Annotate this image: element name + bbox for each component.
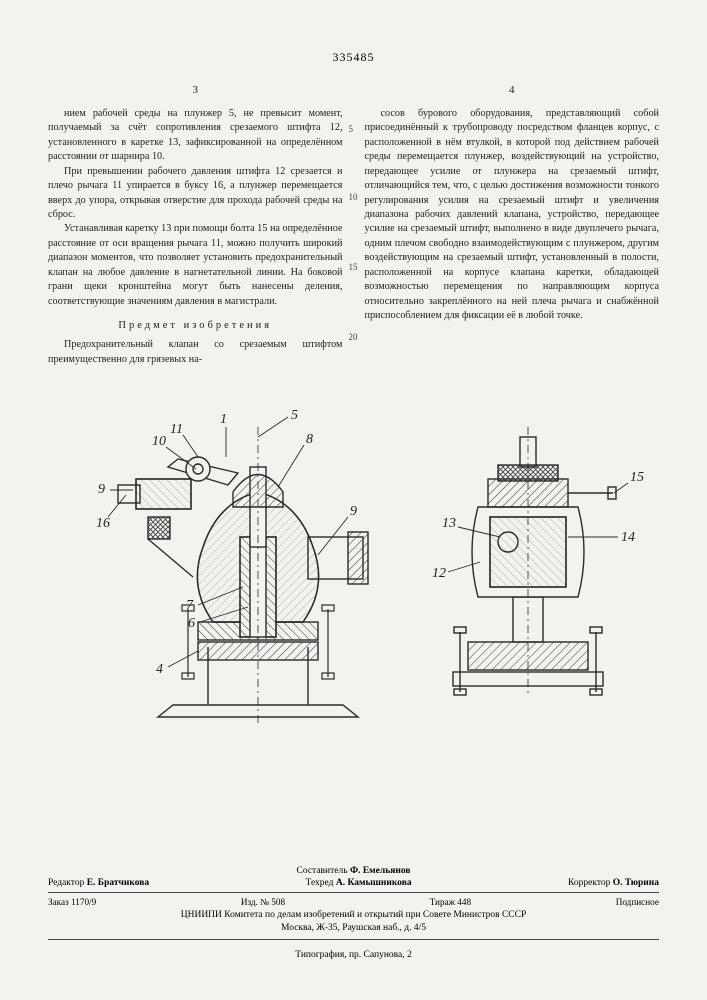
right-col-number: 4	[365, 83, 660, 99]
fig-label: 1	[220, 412, 227, 427]
corr-label: Корректор	[568, 878, 610, 888]
left-para-4: Предохранительный клапан со срезаемым шт…	[48, 338, 343, 367]
fig-label: 12	[432, 566, 446, 581]
order-tirazh: Тираж 448	[430, 897, 471, 907]
line-mark: 20	[349, 331, 358, 344]
fig-label: 8	[306, 432, 313, 447]
fig-label: 4	[156, 662, 163, 677]
org-line-2: Москва, Ж-35, Раушская наб., д. 4/5	[48, 922, 659, 935]
line-mark: 15	[349, 261, 358, 274]
right-column: 5 10 15 20 4 сосов бурового оборудования…	[365, 83, 660, 367]
fig-label: 6	[188, 616, 195, 631]
fig-label: 15	[630, 470, 644, 485]
order-sub: Подписное	[616, 897, 659, 907]
technical-drawing: 5 1 8 9 11 10 16 9 7 6 4	[48, 387, 659, 747]
order-izd: Изд. № 508	[241, 897, 285, 907]
figure-area: 5 1 8 9 11 10 16 9 7 6 4	[48, 387, 659, 747]
left-para-3: Устанавливая каретку 13 при помощи болта…	[48, 222, 343, 309]
corr-name: О. Тюрина	[613, 878, 659, 888]
right-para: сосов бурового оборудования, представляю…	[365, 107, 660, 324]
text-columns: 3 нием рабочей среды на плунжер 5, не пр…	[48, 83, 659, 367]
org-line-1: ЦНИИПИ Комитета по делам изобретений и о…	[48, 909, 659, 922]
fig-label: 10	[152, 434, 166, 449]
patent-number: 335485	[48, 50, 659, 65]
left-para-2: При превышении рабочего давления штифта …	[48, 165, 343, 223]
fig-label: 14	[621, 530, 635, 545]
fig-label: 13	[442, 516, 456, 531]
editor-name: Е. Братчикова	[87, 878, 149, 888]
patent-page: 335485 3 нием рабочей среды на плунжер 5…	[0, 0, 707, 1000]
editor-label: Редактор	[48, 878, 84, 888]
left-col-number: 3	[48, 83, 343, 99]
fig-label: 9	[98, 482, 105, 497]
fig-label: 16	[96, 516, 110, 531]
left-para-1: нием рабочей среды на плунжер 5, не прев…	[48, 107, 343, 165]
claims-title: Предмет изобретения	[48, 319, 343, 334]
print-line: Типография, пр. Сапунова, 2	[48, 950, 659, 960]
line-mark: 10	[349, 191, 358, 204]
order-zakaz: Заказ 1170/9	[48, 897, 96, 907]
fig-label: 5	[291, 408, 298, 423]
line-mark: 5	[349, 123, 354, 136]
fig-label: 7	[186, 598, 194, 613]
tech-label: Техред	[306, 878, 334, 888]
footer: Составитель Ф. Емельянов Редактор Е. Бра…	[48, 866, 659, 960]
fig-label: 11	[170, 422, 183, 437]
left-column: 3 нием рабочей среды на плунжер 5, не пр…	[48, 83, 343, 367]
compiler-name: Ф. Емельянов	[350, 866, 411, 876]
fig-label: 9	[350, 504, 357, 519]
compiler-label: Составитель	[297, 866, 348, 876]
tech-name: А. Камышникова	[336, 878, 412, 888]
